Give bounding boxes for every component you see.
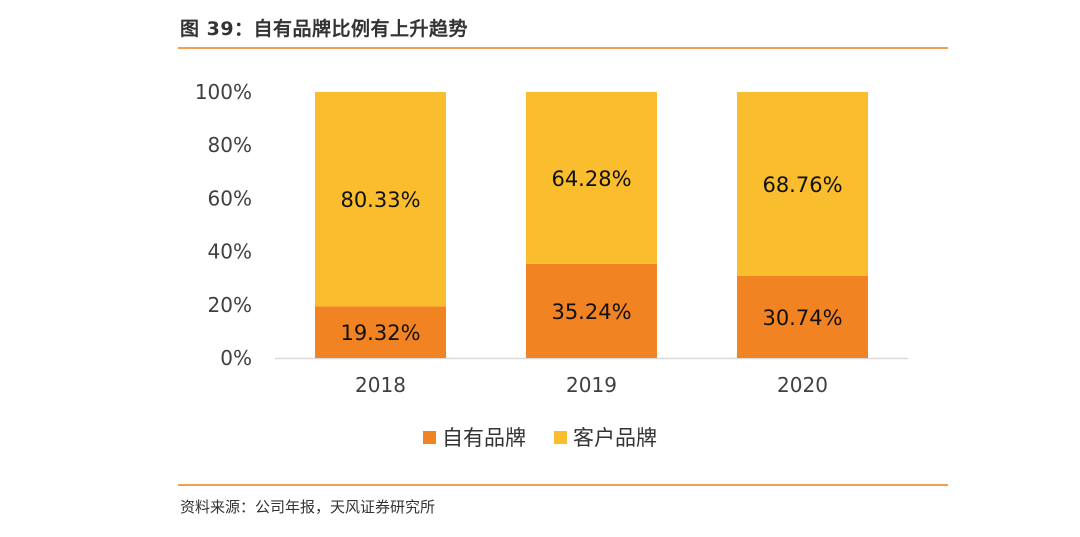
data-label-own-brand: 19.32% [340, 321, 420, 345]
data-label-client-brand: 64.28% [551, 167, 631, 191]
data-label-client-brand: 80.33% [340, 188, 420, 212]
top-rule [178, 47, 948, 49]
data-label-own-brand: 30.74% [762, 306, 842, 330]
legend: 自有品牌 客户品牌 [0, 422, 1080, 452]
y-tick-label: 20% [208, 293, 252, 317]
x-tick-label: 2020 [777, 373, 828, 397]
bar-segment-own-brand [315, 306, 446, 358]
y-tick-label: 0% [220, 346, 252, 370]
y-tick-label: 60% [208, 186, 252, 210]
source-note: 资料来源：公司年报，天风证券研究所 [180, 498, 436, 516]
bar-segment-client-brand [315, 92, 446, 307]
data-label-client-brand: 68.76% [762, 173, 842, 197]
legend-swatch-client-brand [554, 430, 567, 444]
bar-segment-own-brand [737, 275, 868, 358]
x-tick-label: 2018 [355, 373, 406, 397]
legend-swatch-own-brand [423, 430, 436, 444]
bar-segment-client-brand [737, 92, 868, 276]
legend-item-client-brand: 客户品牌 [554, 422, 657, 452]
bar-segment-client-brand [526, 92, 657, 264]
legend-item-own-brand: 自有品牌 [423, 422, 526, 452]
y-tick-label: 80% [208, 133, 252, 157]
bottom-rule [178, 484, 948, 486]
y-tick-label: 40% [208, 240, 252, 264]
legend-label-own-brand: 自有品牌 [442, 426, 526, 450]
y-tick-label: 100% [195, 80, 252, 104]
legend-label-client-brand: 客户品牌 [573, 426, 657, 450]
bar-segment-own-brand [526, 263, 657, 358]
x-tick-label: 2019 [566, 373, 617, 397]
data-label-own-brand: 35.24% [551, 300, 631, 324]
chart-title: 图 39：自有品牌比例有上升趋势 [180, 18, 469, 40]
